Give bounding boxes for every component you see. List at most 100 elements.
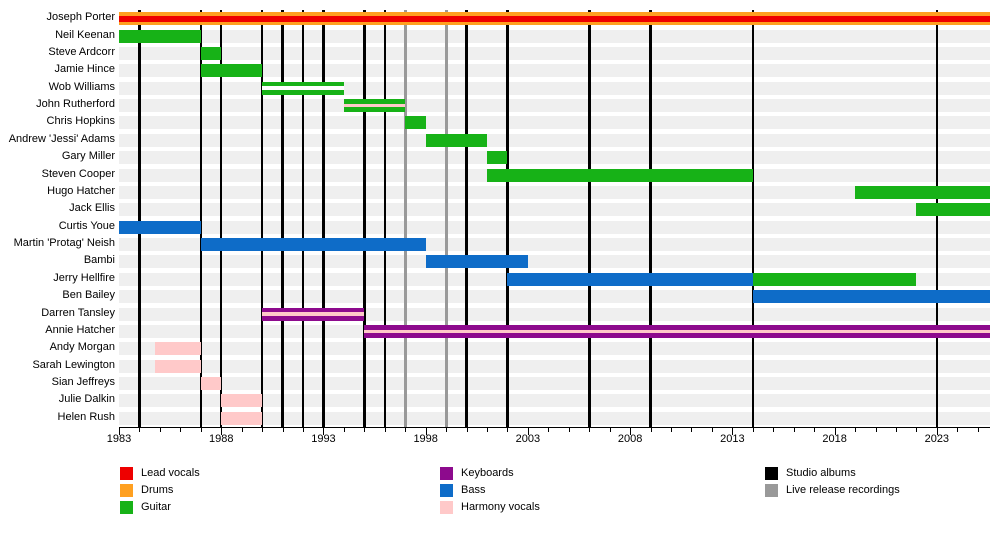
role-bar-harmony_vocals xyxy=(154,342,201,356)
axis-minor-tick xyxy=(282,428,284,432)
axis-minor-tick xyxy=(916,428,918,432)
legend-column-roles-1: Lead vocals Drums Guitar xyxy=(120,467,200,518)
studio-album-line xyxy=(219,10,223,427)
member-label: Jamie Hince xyxy=(54,63,115,76)
studio-album-line xyxy=(281,10,284,427)
member-row-track xyxy=(119,99,990,113)
axis-minor-tick xyxy=(200,428,202,432)
studio-album-line xyxy=(260,10,264,427)
drums-swatch-icon xyxy=(120,484,133,497)
member-row-track xyxy=(119,64,990,78)
studio-album-line xyxy=(363,10,366,427)
legend-label: Harmony vocals xyxy=(461,501,540,513)
axis-minor-tick xyxy=(691,428,693,432)
member-row-track xyxy=(119,411,990,425)
legend-item-harmony-vocals: Harmony vocals xyxy=(440,501,540,514)
axis-minor-tick xyxy=(752,428,754,432)
member-label: Darren Tansley xyxy=(41,306,115,319)
role-bar-guitar xyxy=(343,99,406,113)
member-row-track xyxy=(119,203,990,217)
guitar-swatch-icon xyxy=(120,501,133,514)
axis-major-tick xyxy=(119,428,120,435)
member-row-track xyxy=(119,377,990,391)
member-row-track xyxy=(119,133,990,147)
axis-minor-tick xyxy=(977,428,979,432)
role-bar-bass xyxy=(200,238,426,252)
legend-item-studio-albums: Studio albums xyxy=(765,467,900,480)
axis-minor-tick xyxy=(507,428,509,432)
member-row-track xyxy=(119,29,990,43)
live-release-line xyxy=(403,10,407,427)
axis-minor-tick xyxy=(180,428,182,432)
axis-minor-tick xyxy=(568,428,570,432)
studio-album-line xyxy=(588,10,591,427)
axis-minor-tick xyxy=(895,428,897,432)
studio-album-line xyxy=(751,10,755,427)
member-row-track xyxy=(119,342,990,356)
member-row-track xyxy=(119,220,990,234)
role-bar-guitar xyxy=(855,185,990,199)
studio-album-line xyxy=(465,10,468,427)
role-bar-guitar xyxy=(200,64,263,78)
axis-major-tick xyxy=(425,428,427,435)
legend-label: Live release recordings xyxy=(786,484,900,496)
live-release-recordings-swatch-icon xyxy=(765,484,778,497)
role-bar-bass xyxy=(425,255,528,269)
axis-major-tick xyxy=(630,428,632,435)
member-label: Curtis Youe xyxy=(58,219,115,232)
axis-tick-label: 2003 xyxy=(515,433,541,445)
axis-major-tick xyxy=(527,428,529,435)
member-label: Annie Hatcher xyxy=(45,323,115,336)
axis-tick-label: 2023 xyxy=(924,433,950,445)
axis-major-tick xyxy=(834,428,836,435)
role-stripe-harmony_vocals xyxy=(343,103,406,108)
axis-tick-label: 1988 xyxy=(208,433,234,445)
member-row-track xyxy=(119,307,990,321)
axis-minor-tick xyxy=(364,428,366,432)
member-label: Steven Cooper xyxy=(41,167,115,180)
member-row-track xyxy=(119,359,990,373)
role-bar-guitar xyxy=(752,272,917,286)
legend-column-releases: Studio albums Live release recordings xyxy=(765,467,900,501)
axis-minor-tick xyxy=(609,428,611,432)
role-bar-harmony_vocals xyxy=(221,394,263,408)
studio-album-line xyxy=(935,10,939,427)
member-label: Sian Jeffreys xyxy=(51,376,115,389)
studio-album-line xyxy=(301,10,305,427)
studio-album-line xyxy=(199,10,203,427)
member-label: John Rutherford xyxy=(36,98,115,111)
role-bar-bass xyxy=(507,272,753,286)
member-label: Julie Dalkin xyxy=(58,393,115,406)
axis-minor-tick xyxy=(814,428,816,432)
axis-minor-tick xyxy=(384,428,386,432)
axis-minor-tick xyxy=(446,428,448,432)
legend-label: Bass xyxy=(461,484,486,496)
member-label: Neil Keenan xyxy=(55,28,115,41)
legend: Lead vocals Drums Guitar Keyboards Bass xyxy=(0,461,1000,531)
studio-album-line xyxy=(506,10,509,427)
lead-vocals-swatch-icon xyxy=(120,467,133,480)
legend-item-guitar: Guitar xyxy=(120,501,200,514)
member-label: Jerry Hellfire xyxy=(53,271,115,284)
role-stripe-harmony_vocals xyxy=(262,312,365,316)
axis-minor-tick xyxy=(650,428,652,432)
role-bar-guitar xyxy=(405,116,426,130)
member-label: Ben Bailey xyxy=(62,289,115,302)
role-bar-bass xyxy=(752,290,990,304)
studio-albums-swatch-icon xyxy=(765,467,778,480)
member-row-track xyxy=(119,46,990,60)
axis-minor-tick xyxy=(466,428,468,432)
axis-minor-tick xyxy=(262,428,264,432)
member-label: Wob Williams xyxy=(48,80,115,93)
legend-item-live-release-recordings: Live release recordings xyxy=(765,484,900,497)
axis-tick-label: 2008 xyxy=(617,433,643,445)
member-row-track xyxy=(119,151,990,165)
axis-tick-label: 1993 xyxy=(311,433,336,445)
legend-item-keyboards: Keyboards xyxy=(440,467,540,480)
axis-major-tick xyxy=(732,428,734,435)
studio-album-line xyxy=(383,10,387,427)
bass-swatch-icon xyxy=(440,484,453,497)
member-row-track xyxy=(119,116,990,130)
member-label: Bambi xyxy=(83,254,115,267)
